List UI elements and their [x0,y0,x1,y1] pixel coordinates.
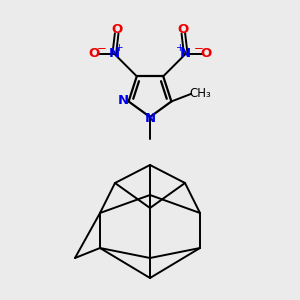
Text: CH₃: CH₃ [190,88,211,100]
Text: −: − [97,42,106,55]
Text: +: + [176,43,184,53]
Text: N: N [109,47,120,60]
Text: N: N [118,94,129,107]
Text: O: O [200,47,212,60]
Text: O: O [111,23,122,36]
Text: N: N [180,47,191,60]
Text: N: N [144,112,156,125]
Text: −: − [194,42,203,55]
Text: +: + [116,43,124,53]
Text: O: O [88,47,100,60]
Text: O: O [178,23,189,36]
